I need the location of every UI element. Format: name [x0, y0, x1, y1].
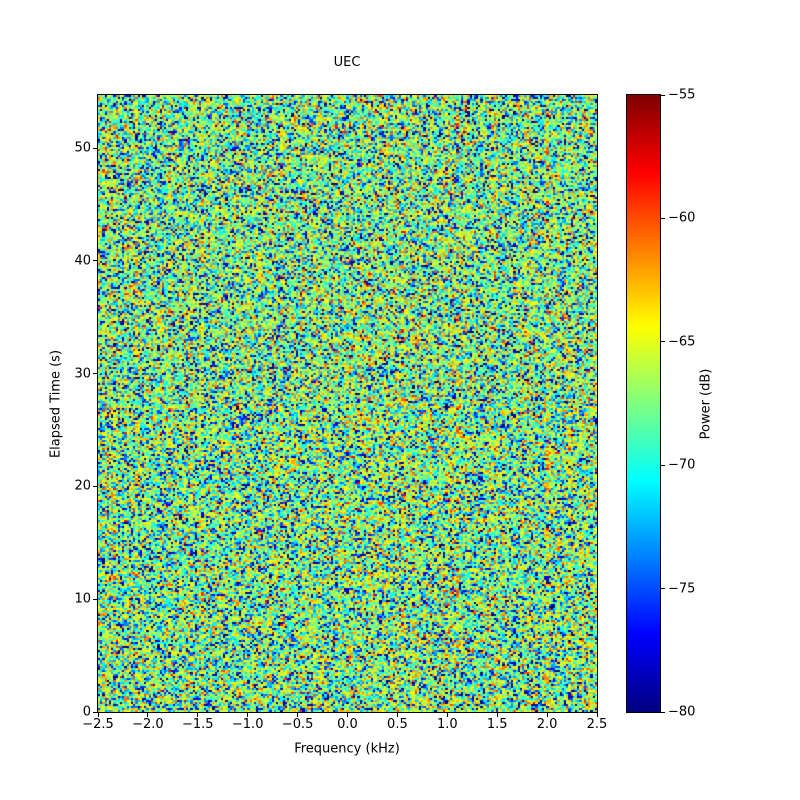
y-tick-mark	[93, 598, 97, 600]
x-tick-mark	[97, 713, 99, 717]
colorbar-tick-mark	[661, 711, 665, 713]
plot-border	[97, 94, 598, 713]
y-tick-mark	[93, 147, 97, 149]
colorbar-tick-label: −70	[668, 457, 696, 473]
colorbar-tick-label: −60	[668, 210, 696, 226]
x-tick-label: 2.0	[536, 717, 558, 732]
colorbar-tick-mark	[661, 94, 665, 96]
colorbar-tick-label: −55	[668, 87, 696, 103]
y-axis-label: Elapsed Time (s)	[48, 349, 64, 459]
x-tick-label: 0.0	[337, 717, 358, 732]
x-tick-label: −1.0	[231, 717, 264, 732]
colorbar-tick-label: −80	[668, 704, 696, 720]
x-tick-mark	[197, 713, 199, 717]
y-tick-label: 20	[74, 478, 91, 494]
x-tick-mark	[147, 713, 149, 717]
x-tick-label: −1.5	[182, 717, 214, 732]
colorbar-tick-label: −75	[668, 581, 696, 597]
x-tick-mark	[596, 713, 598, 717]
x-tick-label: 1.5	[486, 717, 508, 732]
x-tick-label: 1.0	[436, 717, 458, 732]
spectrogram-heatmap-canvas	[98, 95, 597, 712]
x-tick-label: −2.5	[82, 717, 114, 732]
colorbar-label: Power (dB)	[698, 368, 714, 440]
y-tick-label: 30	[74, 366, 91, 382]
x-tick-mark	[347, 713, 348, 717]
x-axis-label: Frequency (kHz)	[294, 741, 400, 757]
y-tick-mark	[93, 260, 97, 262]
y-tick-mark	[93, 711, 97, 713]
x-tick-label: 0.5	[387, 717, 408, 732]
y-tick-label: 50	[74, 140, 91, 156]
x-tick-label: −2.0	[132, 717, 164, 732]
x-tick-label: −0.5	[281, 717, 314, 732]
y-tick-label: 40	[74, 253, 91, 269]
y-tick-label: 10	[74, 591, 91, 607]
x-tick-mark	[396, 713, 398, 717]
x-tick-mark	[496, 713, 498, 717]
colorbar-tick-mark	[661, 464, 665, 466]
colorbar-tick-mark	[661, 341, 665, 343]
x-tick-label: 2.5	[586, 717, 608, 732]
y-tick-mark	[93, 373, 97, 375]
colorbar-border	[626, 94, 661, 713]
x-tick-mark	[546, 713, 548, 717]
x-tick-mark	[247, 713, 249, 717]
y-tick-mark	[93, 485, 97, 487]
colorbar-tick-label: −65	[668, 334, 696, 350]
x-tick-mark	[297, 713, 299, 717]
y-tick-label: 0	[82, 704, 91, 720]
colorbar-gradient-canvas	[627, 95, 660, 712]
colorbar-tick-mark	[661, 588, 665, 590]
x-tick-mark	[446, 713, 448, 717]
plot-title: UEC	[333, 55, 361, 70]
colorbar-tick-mark	[661, 217, 665, 219]
